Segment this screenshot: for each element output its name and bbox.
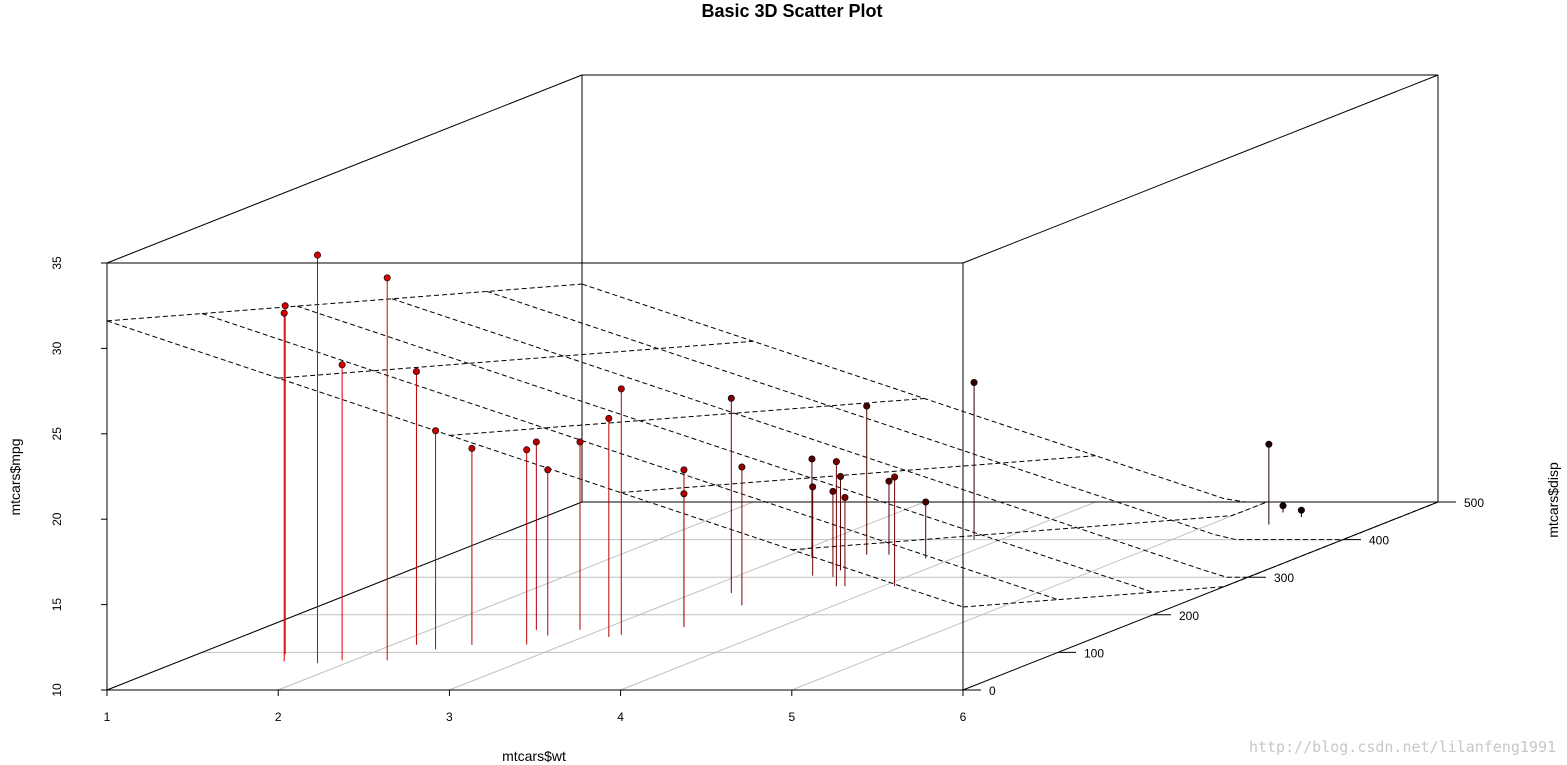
z-tick-label: 35 bbox=[50, 256, 64, 270]
grid-line-x bbox=[620, 501, 1096, 691]
data-point bbox=[680, 466, 688, 474]
data-points bbox=[280, 251, 1305, 514]
plane-line-y bbox=[581, 283, 1438, 503]
y-tick-label: 400 bbox=[1369, 534, 1389, 548]
point-drop-lines bbox=[283, 255, 1302, 664]
data-point bbox=[738, 463, 746, 471]
data-point bbox=[280, 309, 288, 317]
y-tick-label: 300 bbox=[1274, 571, 1294, 585]
grid-line-x bbox=[449, 501, 925, 691]
data-point bbox=[576, 438, 584, 446]
z-axis-label: mtcars$mpg bbox=[7, 438, 23, 515]
data-point bbox=[383, 274, 391, 282]
data-point bbox=[809, 483, 817, 491]
data-point bbox=[832, 458, 840, 466]
box-back-edges bbox=[106, 74, 1438, 691]
plane-line-y bbox=[106, 320, 964, 608]
x-tick-label: 1 bbox=[104, 710, 111, 724]
data-point bbox=[680, 490, 688, 498]
z-tick-label: 15 bbox=[50, 598, 64, 612]
data-point bbox=[432, 427, 440, 435]
data-point bbox=[313, 251, 321, 259]
chart-title: Basic 3D Scatter Plot bbox=[701, 1, 882, 21]
x-tick-label: 6 bbox=[960, 710, 967, 724]
data-point bbox=[841, 493, 849, 501]
plane-line-x bbox=[106, 283, 583, 322]
floor-grid bbox=[106, 501, 1439, 691]
data-point bbox=[1297, 506, 1305, 514]
y-tick-label: 500 bbox=[1464, 496, 1484, 510]
data-point bbox=[468, 444, 476, 452]
y-tick-label: 0 bbox=[989, 684, 996, 698]
data-point bbox=[891, 473, 899, 481]
z-tick-label: 10 bbox=[50, 683, 64, 697]
data-point bbox=[544, 466, 552, 474]
data-point bbox=[829, 487, 837, 495]
plane-line-y bbox=[486, 290, 1343, 541]
x-axis-label: mtcars$wt bbox=[502, 748, 566, 764]
data-point bbox=[523, 446, 531, 454]
data-point bbox=[412, 367, 420, 375]
y-tick-label: 100 bbox=[1084, 646, 1104, 660]
data-point bbox=[922, 498, 930, 506]
plane-line-x bbox=[278, 340, 754, 379]
y-tick-label: 200 bbox=[1179, 609, 1199, 623]
x-tick-label: 2 bbox=[275, 710, 282, 724]
data-point bbox=[837, 472, 845, 480]
plane-line-x bbox=[449, 397, 925, 436]
grid-line-x bbox=[278, 501, 754, 691]
axes: 1 2 3 4 5 6 10 15 20 25 30 35 0 100 200 300 400 500 bbox=[50, 256, 1484, 724]
data-point bbox=[970, 378, 978, 386]
data-point bbox=[605, 414, 613, 422]
plane-line-y bbox=[296, 305, 1154, 593]
y-axis-label: mtcars$disp bbox=[1545, 462, 1561, 538]
data-point bbox=[1279, 502, 1287, 510]
z-tick-label: 30 bbox=[50, 341, 64, 355]
box-edge bbox=[106, 74, 583, 264]
watermark: http://blog.csdn.net/lilanfeng1991 bbox=[1249, 738, 1556, 756]
plane-line-y bbox=[201, 313, 1059, 601]
data-point bbox=[617, 385, 625, 393]
data-point bbox=[1265, 440, 1273, 448]
regression-plane bbox=[106, 283, 1439, 608]
data-point bbox=[338, 361, 346, 369]
data-point bbox=[727, 394, 735, 402]
x-tick-label: 4 bbox=[617, 710, 624, 724]
data-point bbox=[281, 302, 289, 310]
box-edge bbox=[106, 501, 583, 691]
data-point bbox=[808, 455, 816, 463]
box-front-edges bbox=[106, 74, 1439, 691]
grid-line-x bbox=[791, 501, 1267, 691]
box-edge bbox=[962, 501, 1439, 691]
z-tick-label: 20 bbox=[50, 512, 64, 526]
data-point bbox=[863, 402, 871, 410]
box-edge bbox=[962, 74, 1439, 264]
z-tick-label: 25 bbox=[50, 427, 64, 441]
x-tick-label: 5 bbox=[788, 710, 795, 724]
data-point bbox=[885, 477, 893, 485]
x-tick-label: 3 bbox=[446, 710, 453, 724]
data-point bbox=[532, 438, 540, 446]
plane-line-x bbox=[620, 455, 1096, 494]
plane-line-y bbox=[391, 298, 1248, 578]
